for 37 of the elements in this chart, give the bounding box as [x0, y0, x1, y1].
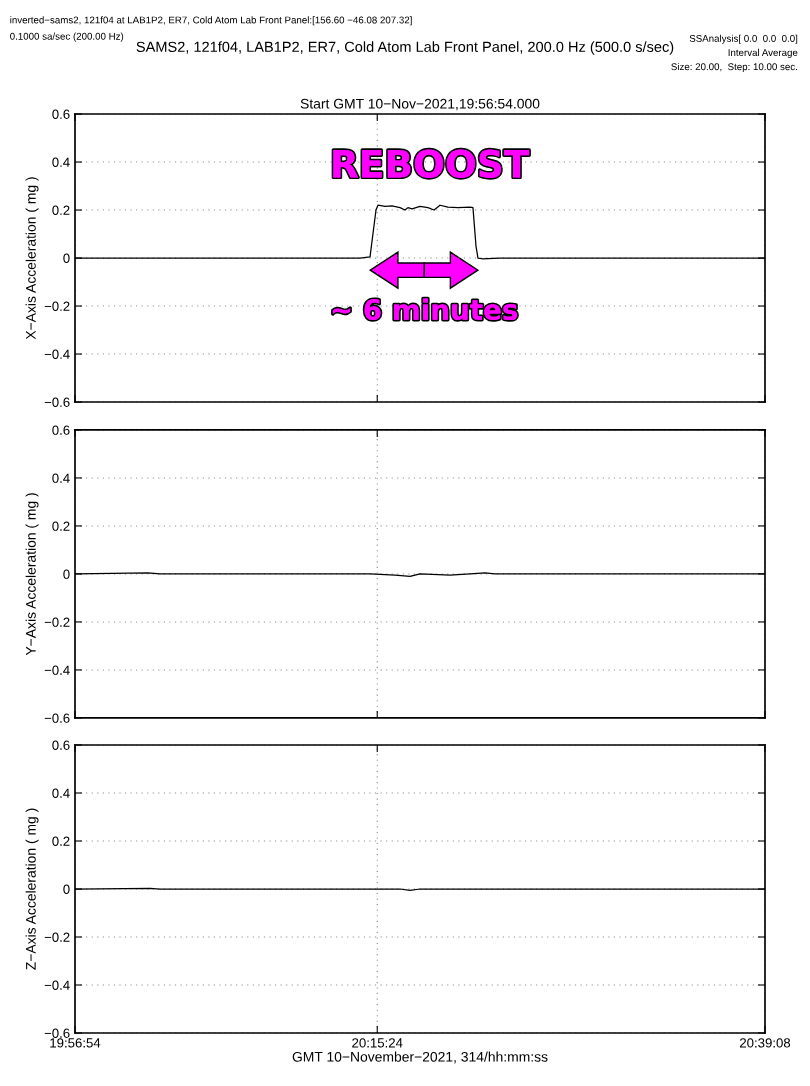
y-tick-label: 0.4 [52, 788, 70, 798]
y-tick-label: −0.2 [44, 932, 70, 942]
x-tick-label: 19:56:54 [50, 1038, 101, 1048]
text: SAMS2, 121f04, LAB1P2, ER7, Cold Atom Lab Front Panel, 200.0 Hz (500.0 s/sec) [136, 41, 674, 55]
annotation: REBOOST [333, 149, 530, 178]
y-tick-label: −0.4 [44, 980, 70, 990]
y-tick-label: 0.6 [52, 109, 70, 119]
y-tick-label: 0.6 [52, 425, 70, 435]
y-tick-label: 0 [63, 253, 70, 263]
y-tick-label: −0.4 [44, 665, 70, 675]
x-tick-label: 20:15:24 [352, 1038, 403, 1048]
y-tick-label: −0.2 [44, 617, 70, 627]
y-tick-label: 0.2 [52, 521, 70, 531]
y-tick-label: 0.2 [52, 836, 70, 846]
y-tick-label: −0.6 [44, 397, 70, 407]
y-axis-title: X−Axis Acceleration ( mg ) [25, 177, 39, 340]
y-axis-title: Y−Axis Acceleration ( mg ) [25, 493, 39, 656]
x-axis-title: GMT 10−November−2021, 314/hh:mm:ss [292, 1051, 548, 1064]
text: 0.1000 sa/sec (200.00 Hz) [10, 32, 124, 42]
y-tick-label: −0.4 [44, 349, 70, 359]
x-tick-label: 20:39:08 [739, 1038, 791, 1048]
y-tick-label: 0.4 [52, 473, 70, 483]
y-tick-label: −0.6 [44, 713, 70, 723]
y-axis-title: Z−Axis Acceleration ( mg ) [25, 808, 39, 970]
text: Interval Average [728, 48, 798, 58]
y-tick-label: 0.4 [52, 157, 70, 167]
text: Size: 20.00, Step: 10.00 sec. [671, 62, 797, 73]
y-tick-label: 0.2 [52, 205, 70, 215]
y-tick-label: 0.6 [52, 740, 70, 750]
y-tick-label: 0 [63, 884, 70, 894]
text: SSAnalysis[ 0.0 0.0 0.0] [689, 34, 798, 44]
annotation: ~ 6 minutes [332, 298, 518, 321]
text: inverted−sams2, 121f04 at LAB1P2, ER7, Cold Atom Lab Front Panel:[156.60 −46.08 207.32] [10, 16, 412, 26]
y-tick-label: −0.6 [44, 1028, 70, 1038]
y-tick-label: −0.2 [44, 301, 70, 311]
chart-title: Start GMT 10−Nov−2021,19:56:54.000 [300, 98, 540, 111]
y-tick-label: 0 [63, 569, 70, 579]
